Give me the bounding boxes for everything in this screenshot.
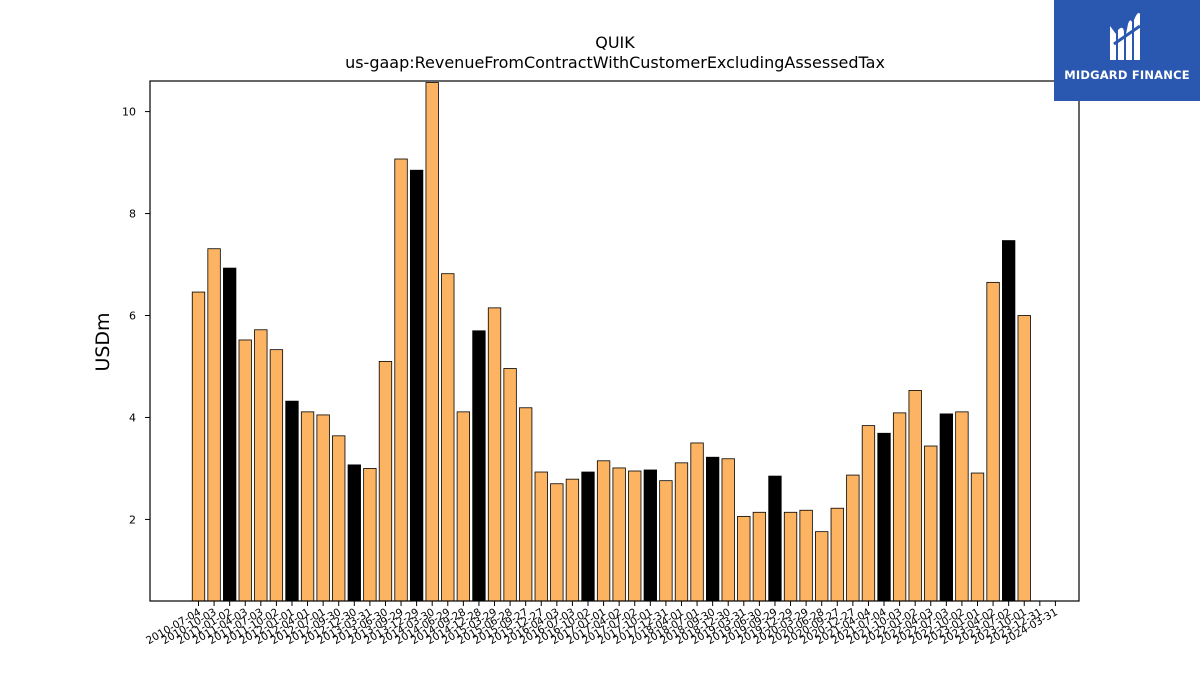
chart-subtitle: us-gaap:RevenueFromContractWithCustomerE… xyxy=(345,53,885,72)
bar xyxy=(441,273,455,602)
bar xyxy=(596,460,611,602)
bar xyxy=(861,425,876,602)
bar xyxy=(207,248,221,602)
bar xyxy=(674,462,689,602)
midgard-finance-logo: MIDGARD FINANCE xyxy=(1054,0,1200,101)
bar xyxy=(1002,240,1016,602)
bar xyxy=(908,390,922,602)
bar xyxy=(238,339,252,602)
y-axis-label: USDm xyxy=(92,312,114,371)
bar xyxy=(425,82,439,602)
bar xyxy=(316,414,330,602)
bar xyxy=(269,349,284,602)
bar xyxy=(363,468,377,602)
bar xyxy=(394,158,408,602)
bar xyxy=(581,471,595,602)
bar xyxy=(799,509,813,602)
bar xyxy=(223,267,237,602)
bar xyxy=(939,413,953,602)
bar xyxy=(378,360,393,602)
bar xyxy=(846,474,860,602)
bar xyxy=(503,368,517,602)
bar xyxy=(815,531,829,602)
bar xyxy=(456,411,471,602)
bar xyxy=(783,511,798,602)
bar xyxy=(285,400,299,602)
bar xyxy=(1017,315,1031,602)
bar xyxy=(347,464,361,602)
bar xyxy=(472,330,486,602)
bar xyxy=(409,169,424,602)
midgard-m-logo-icon xyxy=(1110,12,1141,60)
x-axis-ticks: 2010-07-042010-10-032011-01-022011-04-03… xyxy=(144,601,1060,647)
y-tick-label: 6 xyxy=(129,310,136,323)
bar xyxy=(643,469,657,602)
bar xyxy=(659,480,673,602)
logo-text: MIDGARD FINANCE xyxy=(1064,68,1190,82)
bar xyxy=(628,470,642,602)
bar xyxy=(721,458,735,602)
bars-group xyxy=(191,82,1031,602)
bar xyxy=(487,307,502,602)
bar xyxy=(519,407,533,602)
bar xyxy=(955,411,969,602)
bar xyxy=(924,445,938,602)
y-tick-label: 4 xyxy=(129,411,136,424)
bar xyxy=(612,467,626,602)
bar xyxy=(550,483,564,602)
bar xyxy=(768,475,782,602)
bar xyxy=(690,442,704,602)
bar xyxy=(970,472,985,602)
bar xyxy=(892,412,907,602)
bar xyxy=(565,478,580,602)
bar xyxy=(705,456,720,602)
bar xyxy=(332,435,346,602)
y-tick-label: 8 xyxy=(129,208,136,221)
bar xyxy=(877,432,891,602)
bar xyxy=(752,511,767,602)
bar xyxy=(254,329,268,602)
bar xyxy=(737,515,751,602)
plot-frame xyxy=(149,80,1080,602)
bar xyxy=(986,281,1000,602)
y-tick-label: 2 xyxy=(129,513,136,526)
chart-title: QUIK xyxy=(595,33,635,52)
y-tick-label: 10 xyxy=(122,106,136,119)
bar xyxy=(534,471,548,602)
bar xyxy=(191,291,206,602)
y-axis-ticks: 2 4 6 8 10 xyxy=(122,106,150,526)
bar xyxy=(300,411,315,602)
bar xyxy=(830,507,844,602)
